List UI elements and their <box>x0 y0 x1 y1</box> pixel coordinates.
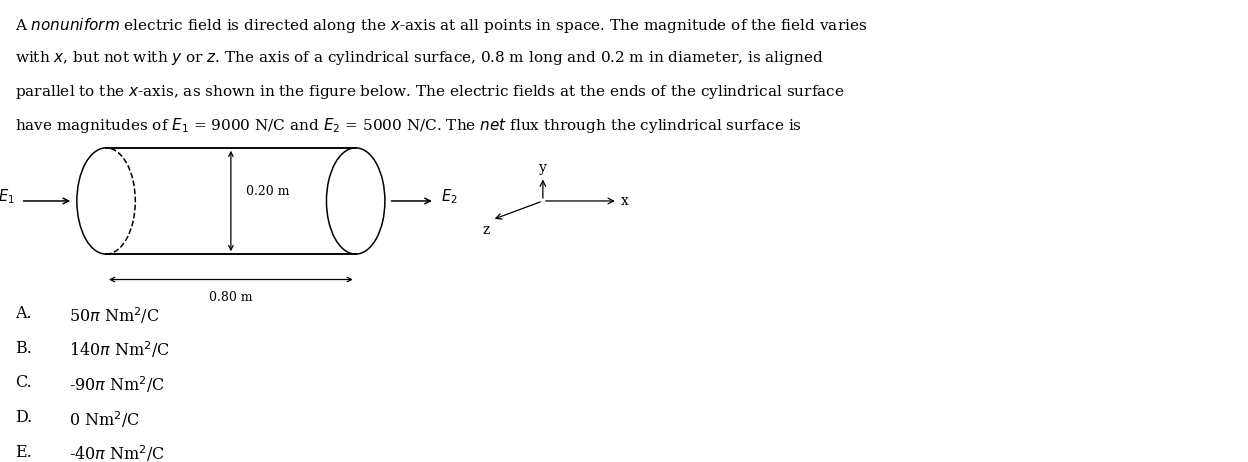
Text: -90$\pi$ Nm$^2$/C: -90$\pi$ Nm$^2$/C <box>69 374 165 395</box>
Text: E.: E. <box>15 444 31 461</box>
Text: z: z <box>482 223 489 237</box>
Text: 0.20 m: 0.20 m <box>246 185 290 198</box>
Text: A.: A. <box>15 305 31 322</box>
Text: -40$\pi$ Nm$^2$/C: -40$\pi$ Nm$^2$/C <box>69 444 165 462</box>
Text: 0 Nm$^2$/C: 0 Nm$^2$/C <box>69 409 140 430</box>
Text: with $x$, but not with $y$ or $z$. The axis of a cylindrical surface, 0.8 m long: with $x$, but not with $y$ or $z$. The a… <box>15 49 824 67</box>
Text: D.: D. <box>15 409 32 426</box>
Text: $E_2$: $E_2$ <box>441 187 458 206</box>
Text: y: y <box>539 161 547 176</box>
Text: $E_1$: $E_1$ <box>0 187 15 206</box>
Text: 140$\pi$ Nm$^2$/C: 140$\pi$ Nm$^2$/C <box>69 340 170 360</box>
Text: 50$\pi$ Nm$^2$/C: 50$\pi$ Nm$^2$/C <box>69 305 160 326</box>
Bar <box>106 148 356 254</box>
Text: parallel to the $x$-axis, as shown in the figure below. The electric fields at t: parallel to the $x$-axis, as shown in th… <box>15 83 845 101</box>
Text: B.: B. <box>15 340 32 357</box>
Text: x: x <box>620 194 629 208</box>
Text: 0.80 m: 0.80 m <box>210 291 252 304</box>
Text: C.: C. <box>15 374 31 391</box>
Text: A $\it{nonuniform}$ electric field is directed along the $x$-axis at all points : A $\it{nonuniform}$ electric field is di… <box>15 16 867 35</box>
Text: have magnitudes of $E_1$ = 9000 N/C and $E_2$ = 5000 N/C. The $\it{net}$ flux th: have magnitudes of $E_1$ = 9000 N/C and … <box>15 116 802 135</box>
